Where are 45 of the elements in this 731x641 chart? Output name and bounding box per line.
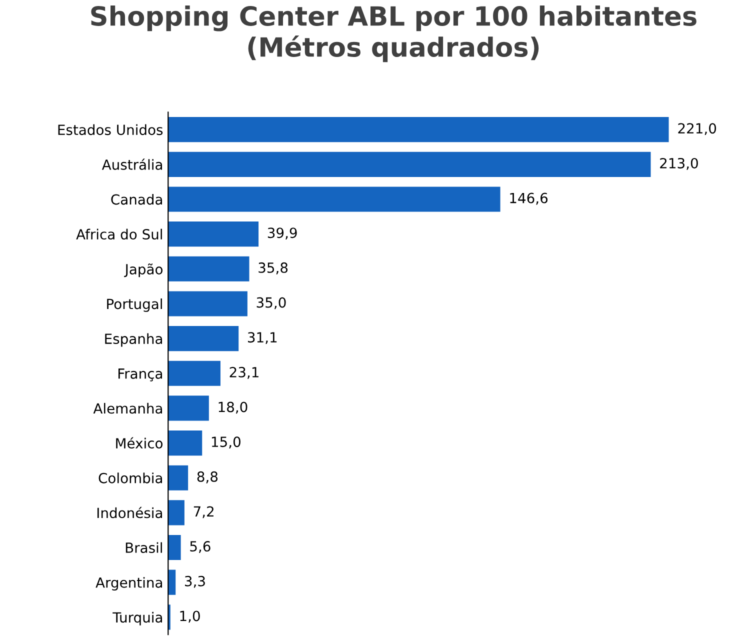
data-label: 8,8 — [197, 471, 218, 484]
bar — [168, 152, 651, 177]
bar — [168, 465, 188, 490]
bar — [168, 534, 181, 560]
y-tick-label: Canada — [111, 194, 162, 205]
data-label: 146,6 — [510, 192, 548, 205]
data-label: 15,0 — [212, 436, 240, 448]
bar — [168, 570, 176, 595]
bar — [168, 117, 669, 142]
data-label: 7,2 — [194, 506, 214, 518]
y-tick-label: México — [116, 437, 163, 449]
bar — [168, 430, 202, 456]
y-tick-label: Estados Unidos — [58, 124, 163, 136]
y-tick-label: Brasil — [126, 542, 162, 553]
y-tick-label: Colombia — [98, 472, 162, 484]
data-label: 35,0 — [256, 297, 286, 310]
bar — [168, 291, 248, 316]
data-label: 18,0 — [218, 402, 248, 414]
y-tick-label: Espanha — [105, 333, 162, 347]
data-label: 221,0 — [678, 123, 716, 136]
y-tick-label: Turquia — [112, 612, 162, 626]
bar — [168, 186, 500, 212]
data-label: 213,0 — [660, 158, 698, 170]
data-label: 1,0 — [180, 610, 200, 623]
data-label: 23,1 — [230, 366, 258, 379]
data-label: 31,1 — [248, 332, 277, 344]
y-tick-label: Alemanha — [93, 402, 162, 414]
data-label: 39,9 — [268, 228, 297, 240]
y-tick-label: Japão — [124, 264, 163, 278]
y-tick-label: Argentina — [96, 577, 162, 591]
y-tick-label: Austrália — [102, 158, 162, 170]
chart-title: Shopping Center ABL por 100 habitantes (Métros quadrados) — [91, 6, 696, 62]
data-label: 3,3 — [185, 576, 205, 588]
y-tick-label: Africa do Sul — [76, 228, 162, 240]
bar — [168, 396, 209, 421]
data-label: 35,8 — [258, 262, 288, 274]
y-tick-label: Portugal — [107, 298, 162, 312]
data-label: 5,6 — [190, 541, 210, 553]
bar — [168, 326, 239, 352]
bar — [168, 256, 250, 282]
y-tick-label: Indonésia — [97, 506, 162, 518]
bar — [168, 500, 184, 526]
bar — [168, 222, 259, 247]
y-tick-label: França — [118, 368, 162, 382]
bar — [168, 360, 220, 386]
